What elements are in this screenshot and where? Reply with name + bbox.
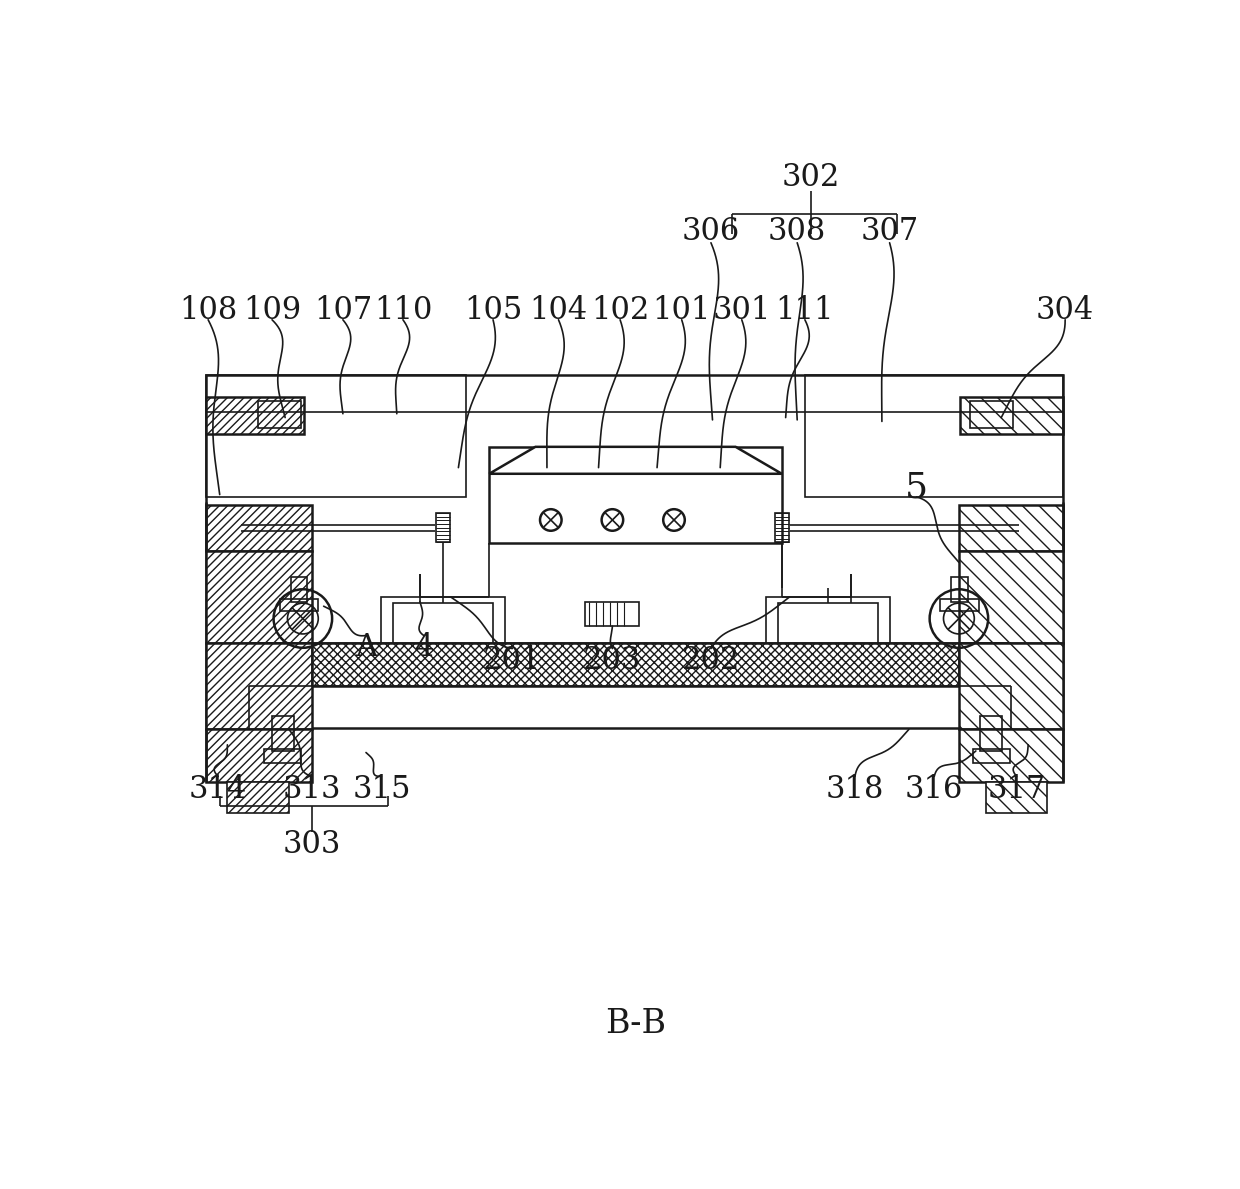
- Bar: [490, 447, 781, 543]
- Bar: [206, 643, 312, 729]
- Text: 201: 201: [484, 644, 542, 675]
- Bar: [805, 376, 1063, 497]
- Bar: [981, 716, 1002, 751]
- Bar: [206, 551, 312, 643]
- Text: 301: 301: [713, 295, 771, 326]
- Text: 302: 302: [782, 162, 841, 193]
- Bar: [272, 716, 294, 751]
- Bar: [940, 598, 978, 611]
- Bar: [264, 749, 301, 763]
- Bar: [959, 643, 1063, 729]
- Text: 111: 111: [776, 295, 835, 326]
- Bar: [249, 643, 1012, 686]
- Text: 203: 203: [583, 644, 641, 675]
- Text: 303: 303: [283, 830, 341, 861]
- Bar: [206, 729, 312, 782]
- Text: 314: 314: [188, 774, 247, 805]
- Bar: [766, 597, 889, 674]
- Text: 104: 104: [529, 295, 588, 326]
- Text: 108: 108: [179, 295, 237, 326]
- Bar: [231, 517, 253, 537]
- Text: 5: 5: [905, 471, 928, 504]
- Text: 316: 316: [905, 774, 963, 805]
- Bar: [972, 749, 1009, 763]
- Text: 4: 4: [414, 631, 433, 662]
- Bar: [258, 401, 300, 428]
- Bar: [986, 782, 1048, 812]
- Text: 107: 107: [314, 295, 372, 326]
- Text: 307: 307: [861, 215, 919, 247]
- Bar: [290, 577, 308, 602]
- Polygon shape: [490, 447, 781, 473]
- Bar: [382, 597, 505, 674]
- Text: 110: 110: [373, 295, 433, 326]
- Bar: [777, 603, 878, 665]
- Bar: [961, 397, 1063, 434]
- Bar: [436, 512, 450, 542]
- Text: 109: 109: [243, 295, 301, 326]
- Bar: [227, 782, 289, 812]
- Text: 308: 308: [768, 215, 826, 247]
- Text: 102: 102: [591, 295, 650, 326]
- Text: 313: 313: [283, 774, 341, 805]
- Bar: [971, 401, 1013, 428]
- Bar: [959, 504, 1063, 551]
- Text: 105: 105: [464, 295, 522, 326]
- Bar: [585, 602, 640, 627]
- Text: 202: 202: [682, 644, 740, 675]
- Bar: [280, 598, 319, 611]
- Bar: [393, 603, 494, 665]
- Bar: [959, 551, 1063, 643]
- Bar: [206, 397, 304, 434]
- Text: 101: 101: [652, 295, 711, 326]
- Bar: [1017, 517, 1038, 537]
- Text: A: A: [355, 631, 377, 662]
- Bar: [206, 376, 466, 497]
- Text: 306: 306: [682, 215, 740, 247]
- Bar: [206, 504, 312, 551]
- Text: 318: 318: [826, 774, 884, 805]
- Bar: [774, 661, 882, 671]
- Bar: [389, 661, 497, 671]
- Text: 317: 317: [987, 774, 1045, 805]
- Text: 315: 315: [352, 774, 410, 805]
- Text: B-B: B-B: [605, 1008, 666, 1040]
- Text: 304: 304: [1037, 295, 1094, 326]
- Bar: [959, 729, 1063, 782]
- Bar: [775, 512, 789, 542]
- Bar: [951, 577, 968, 602]
- Bar: [206, 376, 1063, 728]
